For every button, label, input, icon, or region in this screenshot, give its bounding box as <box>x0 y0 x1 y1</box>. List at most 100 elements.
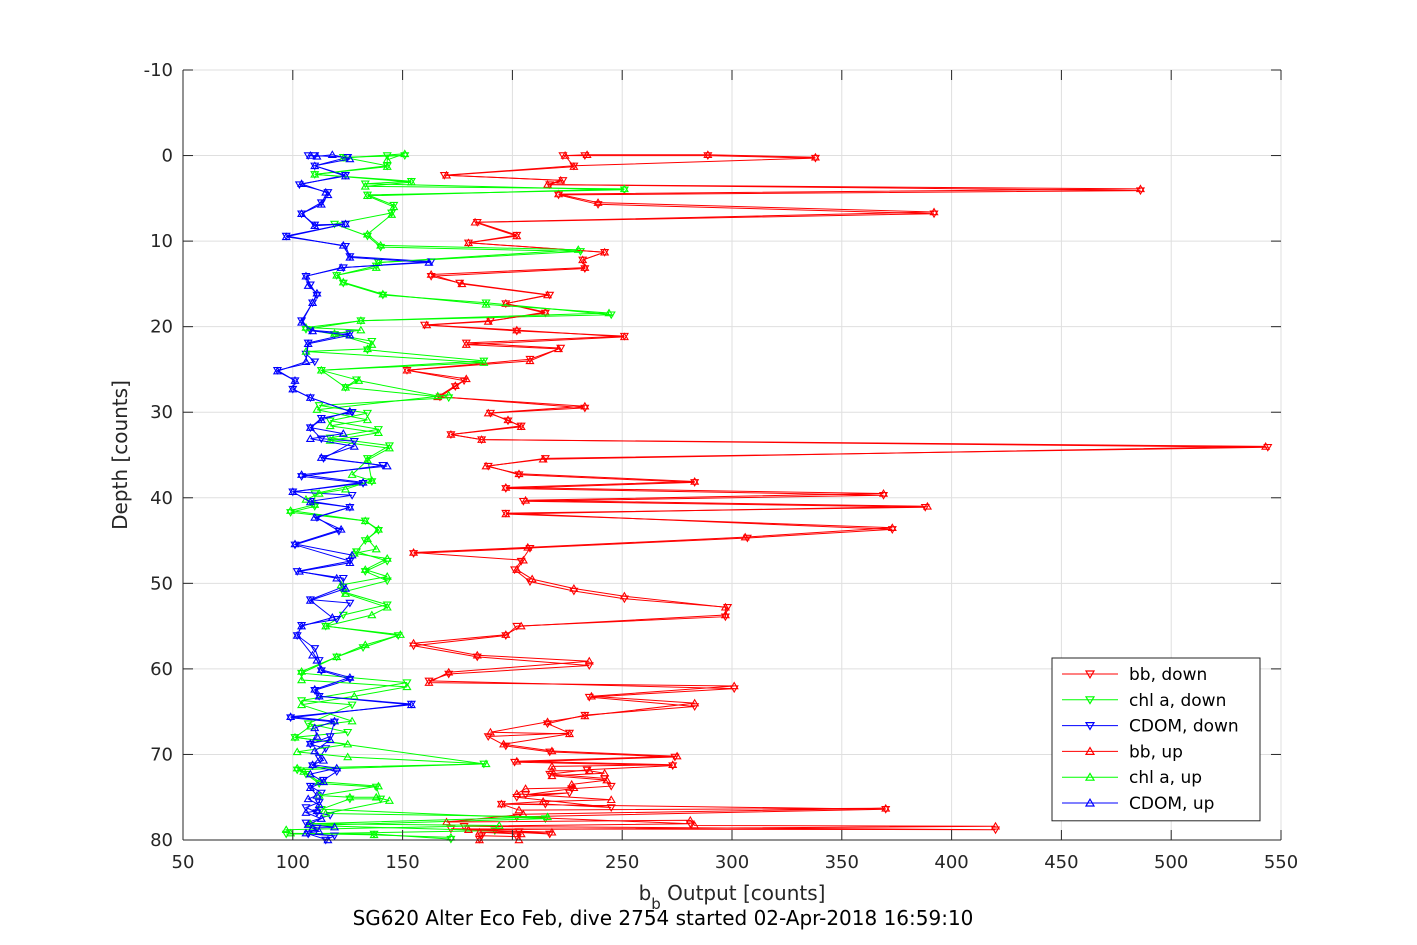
data-point <box>347 470 357 478</box>
data-point <box>382 554 392 562</box>
data-point <box>553 189 564 198</box>
data-point <box>297 179 307 188</box>
data-point <box>512 756 522 765</box>
data-point <box>474 827 485 836</box>
data-point <box>376 240 386 249</box>
x-axis-label-subscript: b <box>651 895 661 913</box>
data-point <box>281 825 291 833</box>
data-point <box>479 358 489 366</box>
data-point <box>345 406 355 415</box>
data-point <box>690 477 700 485</box>
data-point <box>580 263 590 271</box>
data-point <box>327 150 337 158</box>
data-point <box>308 298 318 306</box>
x-tick-label: 50 <box>172 852 195 873</box>
data-point <box>604 308 614 317</box>
data-point <box>312 291 322 300</box>
data-point <box>316 415 326 424</box>
data-point <box>668 760 678 768</box>
data-point <box>305 434 315 442</box>
data-point <box>367 476 377 484</box>
x-tick-label: 300 <box>715 852 749 873</box>
data-point <box>362 346 373 355</box>
data-point <box>286 712 296 721</box>
data-point <box>606 795 616 804</box>
data-point <box>332 270 342 279</box>
data-point <box>292 747 302 756</box>
data-point <box>312 731 322 740</box>
data-point <box>345 154 355 163</box>
data-point <box>373 426 384 434</box>
data-point <box>301 808 311 816</box>
data-point <box>512 789 522 798</box>
data-point <box>310 358 320 367</box>
data-point <box>305 769 315 778</box>
data-point <box>501 485 511 493</box>
data-point <box>303 339 313 348</box>
data-series <box>272 149 1273 845</box>
data-point <box>990 826 1001 835</box>
data-point <box>668 762 678 771</box>
data-point <box>510 566 520 575</box>
data-point <box>545 291 555 300</box>
data-point <box>310 221 320 229</box>
data-point <box>584 766 594 774</box>
legend-marker <box>1084 721 1096 731</box>
data-point <box>338 279 348 288</box>
data-point <box>538 454 548 463</box>
x-tick-label: 250 <box>605 852 639 873</box>
data-point <box>929 210 939 219</box>
data-point <box>400 152 410 161</box>
data-point <box>314 402 324 410</box>
data-point <box>556 344 566 353</box>
data-point <box>321 187 331 196</box>
data-point <box>301 819 311 828</box>
data-point <box>305 819 315 827</box>
data-point <box>332 768 342 777</box>
data-point <box>367 478 377 487</box>
data-point <box>1135 184 1146 193</box>
data-point <box>409 548 419 556</box>
data-point <box>329 331 340 339</box>
x-tick-label: 150 <box>385 852 419 873</box>
data-point <box>384 796 394 804</box>
data-point <box>409 550 419 558</box>
data-point <box>345 672 355 681</box>
data-point <box>547 746 557 755</box>
legend-entry: chl a, up <box>1062 768 1202 788</box>
data-point <box>338 277 348 286</box>
data-point <box>312 151 322 160</box>
data-point <box>485 727 496 736</box>
x-axis-label: bb Output [counts] <box>639 881 826 913</box>
data-point <box>409 638 419 647</box>
legend-marker <box>1084 772 1096 781</box>
data-point <box>325 435 335 444</box>
data-point <box>382 461 392 470</box>
data-point <box>521 495 531 504</box>
data-point <box>560 151 570 159</box>
data-point <box>360 537 370 546</box>
y-tick-label: 80 <box>150 830 173 851</box>
data-point <box>290 539 300 548</box>
data-point <box>606 782 616 791</box>
data-point <box>619 591 629 600</box>
data-point <box>402 682 412 691</box>
data-point <box>501 509 511 518</box>
data-point <box>512 231 522 240</box>
data-point <box>362 415 373 424</box>
data-point <box>382 602 392 611</box>
data-point <box>305 783 315 792</box>
data-point <box>305 740 315 749</box>
data-point <box>303 281 313 289</box>
data-point <box>929 207 939 216</box>
data-point <box>558 177 568 185</box>
data-point <box>569 583 579 592</box>
data-point <box>600 768 610 777</box>
data-point <box>573 245 583 253</box>
y-tick-label: -10 <box>144 60 173 81</box>
data-point <box>481 759 491 768</box>
data-point <box>286 509 296 517</box>
data-point <box>360 180 370 189</box>
data-point <box>310 684 320 693</box>
data-point <box>301 804 311 812</box>
